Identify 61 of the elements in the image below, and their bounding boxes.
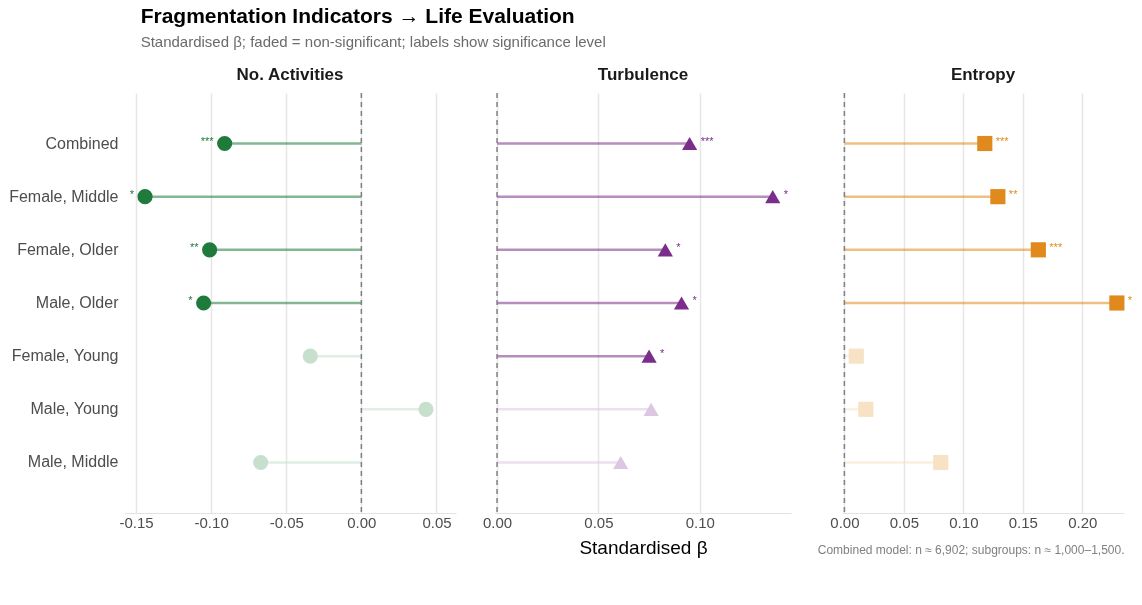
text: Standardised β; faded = non-significant; labels show significance level [140, 33, 606, 51]
y-tick-label: Female, Young [11, 347, 119, 365]
point [418, 401, 434, 417]
y-tick-label: Female, Older [17, 240, 120, 258]
data-label: * [188, 294, 194, 306]
point [933, 454, 949, 471]
point [977, 135, 993, 152]
x-tick-label: 0.05 [584, 513, 614, 531]
data-label: * [676, 240, 682, 253]
x-tick-label: -0.15 [119, 513, 154, 531]
x-tick-label: 0.10 [949, 513, 979, 531]
data-label: * [129, 187, 135, 200]
point [673, 296, 690, 310]
point [253, 454, 269, 471]
data-label: ** [190, 240, 200, 253]
point [848, 348, 864, 364]
y-tick-label: Male, Young [30, 400, 119, 418]
x-tick-label: 0.20 [1068, 513, 1098, 531]
point [682, 136, 698, 151]
point [657, 243, 673, 257]
data-label: ** [1008, 187, 1019, 200]
point [641, 349, 657, 363]
point [1030, 242, 1046, 258]
data-label: *** [200, 134, 215, 147]
data-label: *** [700, 134, 715, 147]
chart-title: Turbulence [597, 65, 689, 85]
data-label: * [783, 187, 789, 200]
data-label: * [660, 347, 666, 360]
text: Fragmentation Indicators → Life Evaluation [140, 4, 575, 28]
y-tick-label: Combined [45, 134, 119, 152]
chart-title: Entropy [950, 65, 1016, 85]
x-tick-label: 0.00 [482, 513, 513, 531]
chart-title: No. Activities [236, 65, 344, 85]
point [765, 190, 781, 204]
x-tick-label: 0.05 [889, 513, 919, 531]
point [137, 189, 153, 205]
data-label: * [692, 294, 698, 306]
y-tick-label: Female, Middle [9, 187, 119, 205]
x-tick-label: -0.05 [269, 513, 304, 531]
x-tick-label: 0.05 [422, 513, 452, 531]
x-tick-label: 0.00 [830, 513, 860, 531]
data-label: *** [995, 134, 1010, 147]
x-tick-label: 0.00 [347, 513, 377, 531]
y-tick-label: Male, Middle [27, 453, 119, 471]
x-tick-label: 0.10 [685, 513, 715, 531]
point [613, 455, 629, 470]
point [990, 189, 1006, 205]
x-tick-label: -0.10 [194, 513, 229, 531]
point [302, 348, 318, 364]
text: Combined model: n ≈ 6,902; subgroups: n ≈ 1,000–1,500. [817, 542, 1125, 557]
y-tick-label: Male, Older [35, 294, 120, 311]
point [196, 295, 212, 311]
data-label: * [1127, 294, 1133, 306]
x-axis-title: Standardised β [579, 536, 708, 558]
point [643, 402, 659, 416]
point [217, 135, 233, 152]
point [202, 242, 218, 258]
point [1109, 295, 1125, 311]
x-tick-label: 0.15 [1008, 513, 1038, 531]
data-label: *** [1049, 240, 1063, 253]
point [858, 401, 874, 417]
